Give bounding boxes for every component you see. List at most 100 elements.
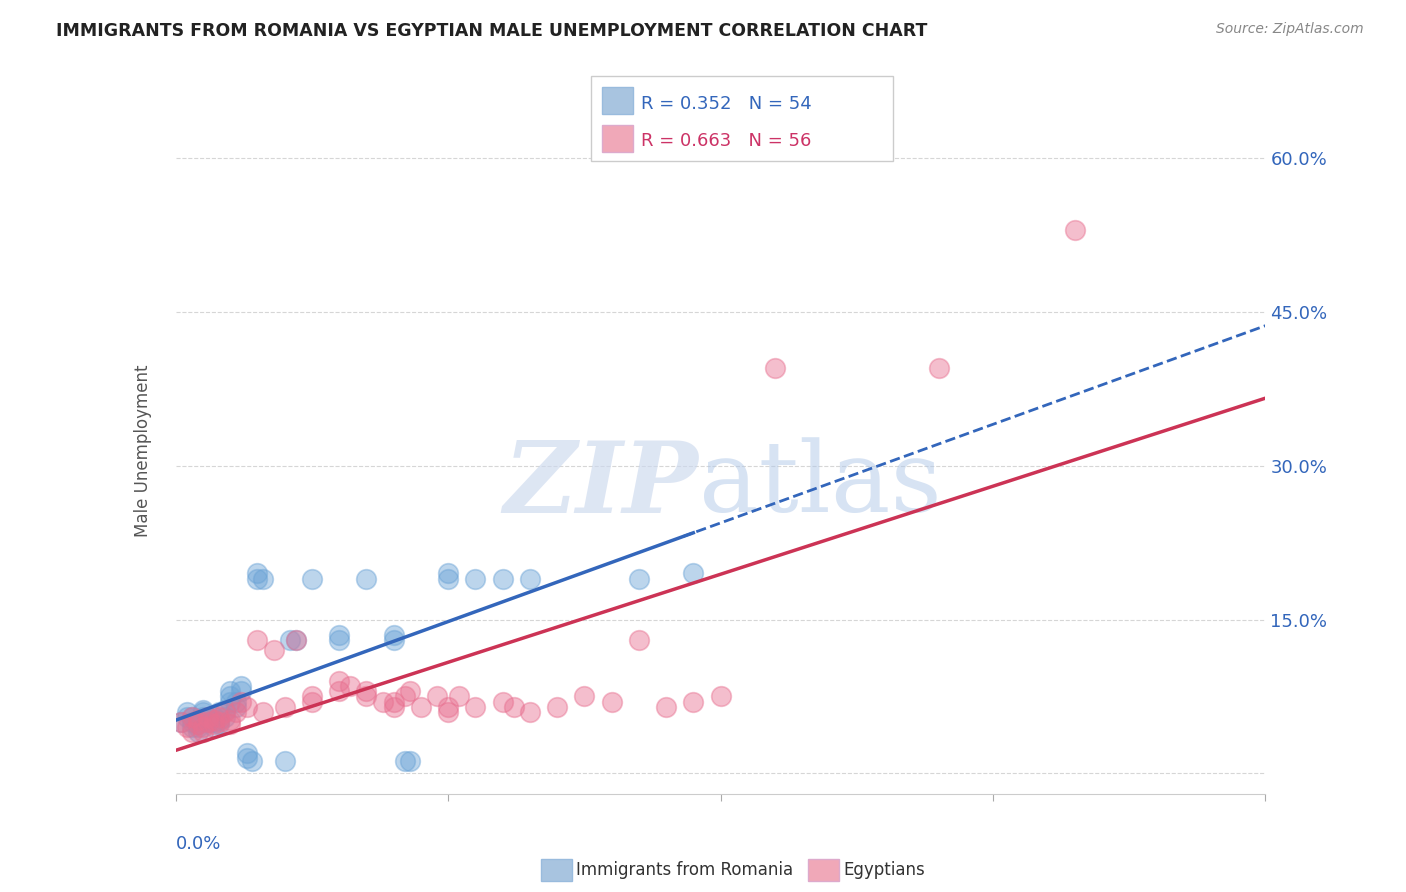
Point — [437, 572, 460, 586]
Point — [219, 713, 242, 727]
Point — [231, 679, 253, 693]
Point — [928, 361, 950, 376]
Point — [301, 695, 323, 709]
Point — [246, 572, 269, 586]
Point — [186, 725, 209, 739]
Point — [170, 715, 193, 730]
Point — [574, 690, 596, 704]
Point — [176, 710, 198, 724]
Point — [181, 710, 204, 724]
Point — [181, 715, 204, 730]
Point — [231, 684, 253, 698]
Point — [519, 572, 541, 586]
Point — [219, 690, 242, 704]
Point — [394, 690, 416, 704]
Point — [763, 361, 786, 376]
Point — [202, 720, 225, 734]
Point — [682, 566, 704, 581]
Point — [219, 717, 242, 731]
Point — [208, 715, 231, 730]
Point — [186, 717, 209, 731]
Point — [186, 717, 209, 731]
Point — [240, 754, 263, 768]
Point — [202, 710, 225, 724]
Point — [191, 720, 214, 734]
Point — [208, 717, 231, 731]
Text: ZIP: ZIP — [503, 436, 699, 533]
Point — [176, 705, 198, 719]
Text: R = 0.352   N = 54: R = 0.352 N = 54 — [641, 95, 811, 113]
Point — [225, 699, 247, 714]
Point — [278, 633, 301, 648]
Point — [399, 754, 422, 768]
Point — [356, 572, 378, 586]
Point — [197, 710, 219, 724]
Point — [382, 628, 405, 642]
Point — [328, 684, 350, 698]
Point — [235, 699, 257, 714]
Point — [197, 715, 219, 730]
Point — [437, 705, 460, 719]
Point — [191, 710, 214, 724]
Point — [186, 720, 209, 734]
Point — [399, 684, 422, 698]
Point — [225, 695, 247, 709]
Point — [437, 699, 460, 714]
Point — [382, 633, 405, 648]
Point — [214, 703, 236, 717]
Y-axis label: Male Unemployment: Male Unemployment — [134, 364, 152, 537]
Point — [252, 572, 274, 586]
Point — [263, 643, 285, 657]
Point — [191, 725, 214, 739]
Point — [492, 695, 515, 709]
Text: IMMIGRANTS FROM ROMANIA VS EGYPTIAN MALE UNEMPLOYMENT CORRELATION CHART: IMMIGRANTS FROM ROMANIA VS EGYPTIAN MALE… — [56, 22, 928, 40]
Point — [447, 690, 470, 704]
Point — [382, 699, 405, 714]
Point — [437, 566, 460, 581]
Point — [181, 725, 204, 739]
Text: Source: ZipAtlas.com: Source: ZipAtlas.com — [1216, 22, 1364, 37]
Point — [246, 566, 269, 581]
Point — [176, 720, 198, 734]
Point — [186, 713, 209, 727]
Point — [519, 705, 541, 719]
Text: R = 0.663   N = 56: R = 0.663 N = 56 — [641, 132, 811, 150]
Point — [382, 695, 405, 709]
Point — [655, 699, 678, 714]
Point — [274, 699, 297, 714]
Point — [235, 746, 257, 760]
Point — [546, 699, 568, 714]
Point — [284, 633, 307, 648]
Point — [181, 710, 204, 724]
Text: 0.0%: 0.0% — [176, 835, 221, 853]
Point — [208, 713, 231, 727]
Point — [328, 674, 350, 689]
Point — [394, 754, 416, 768]
Point — [202, 715, 225, 730]
Point — [464, 699, 486, 714]
Point — [246, 633, 269, 648]
Point — [600, 695, 623, 709]
Point — [492, 572, 515, 586]
Point — [170, 715, 193, 730]
Point — [426, 690, 449, 704]
Point — [219, 684, 242, 698]
Point — [627, 572, 650, 586]
Point — [202, 717, 225, 731]
Point — [235, 751, 257, 765]
Point — [339, 679, 361, 693]
Point — [181, 720, 204, 734]
Text: atlas: atlas — [699, 437, 942, 533]
Point — [274, 754, 297, 768]
Point — [284, 633, 307, 648]
Point — [627, 633, 650, 648]
Point — [502, 699, 524, 714]
Point — [191, 703, 214, 717]
Point — [208, 710, 231, 724]
Point — [356, 690, 378, 704]
Text: Immigrants from Romania: Immigrants from Romania — [576, 861, 793, 879]
Point — [208, 705, 231, 719]
Point — [214, 705, 236, 719]
Point — [356, 684, 378, 698]
Point — [301, 690, 323, 704]
